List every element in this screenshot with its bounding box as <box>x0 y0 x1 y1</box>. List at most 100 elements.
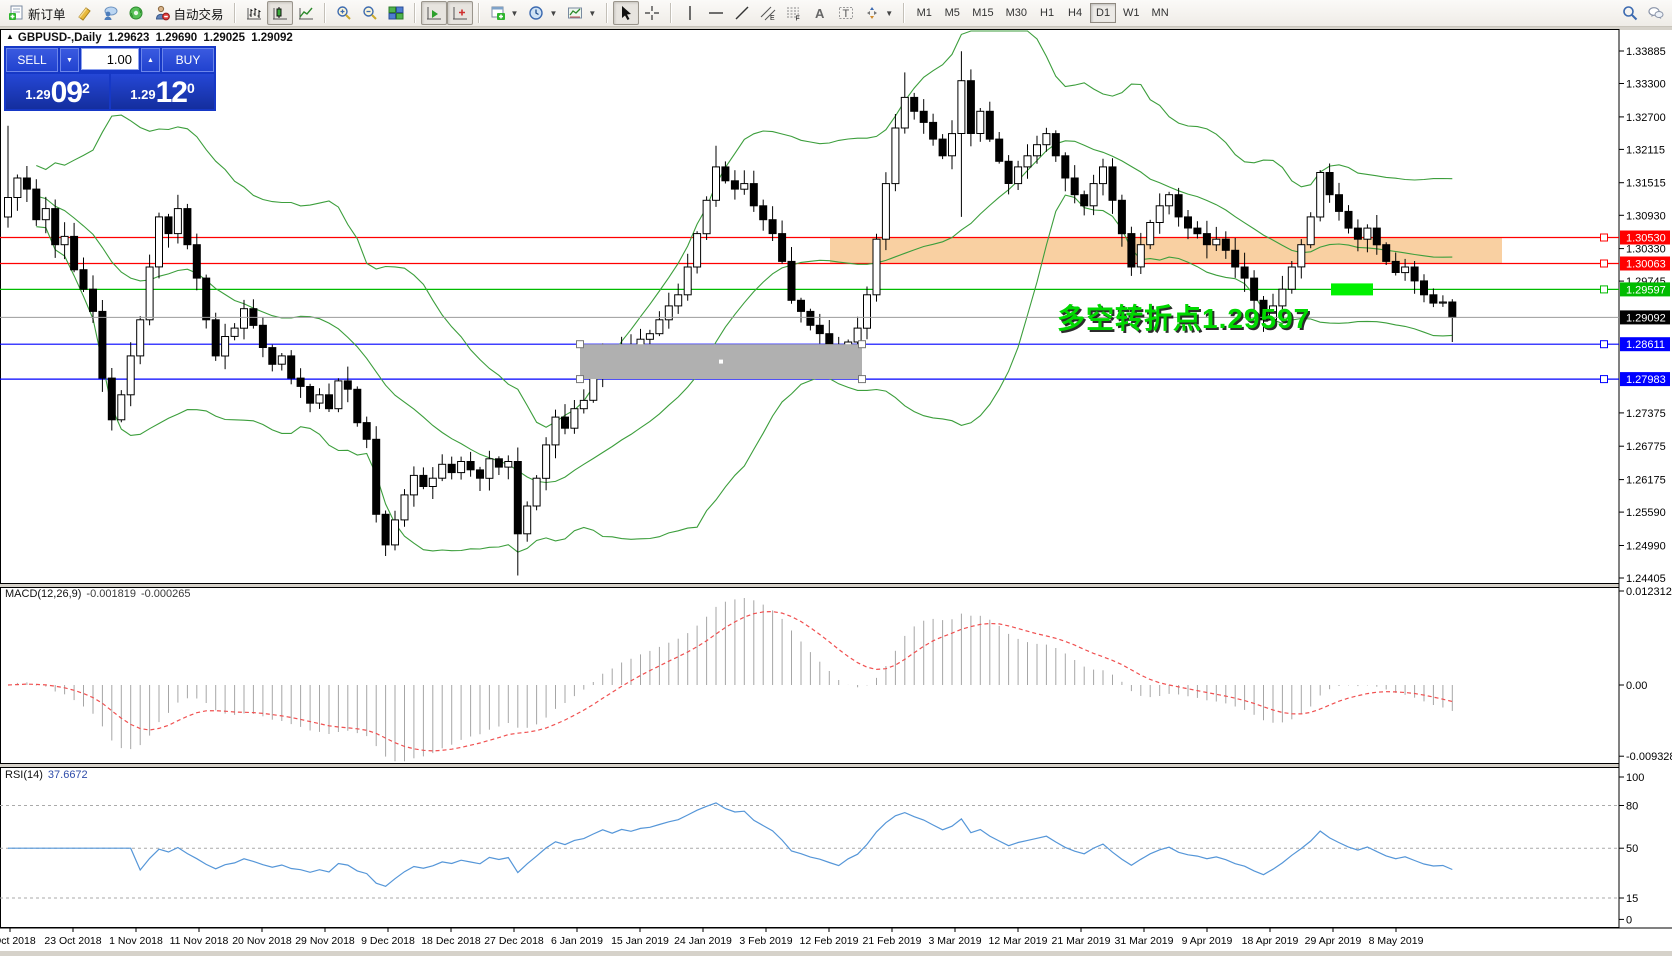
crosshair-button[interactable] <box>639 1 665 25</box>
line-handle[interactable] <box>1600 375 1608 384</box>
dropdown-caret: ▼ <box>588 8 597 18</box>
trendline-icon <box>735 6 749 20</box>
gold-document-button[interactable] <box>71 1 97 25</box>
timeframe-d1[interactable]: D1 <box>1090 3 1117 23</box>
fibonacci-button[interactable]: F <box>781 1 807 25</box>
candlestick-chart-button[interactable] <box>266 1 293 25</box>
toolbar: 新订单 自动交易 <box>0 0 1672 27</box>
clock-dropdown[interactable]: ▼ <box>523 1 562 25</box>
selection-handle[interactable] <box>576 375 584 384</box>
autoscroll-icon <box>426 7 441 20</box>
cursor-button[interactable] <box>613 1 640 25</box>
autotrading-button[interactable]: 自动交易 <box>149 1 229 25</box>
svg-text:8 May 2019: 8 May 2019 <box>1369 935 1424 947</box>
chat-icon <box>1648 7 1664 19</box>
svg-text:1.27375: 1.27375 <box>1626 408 1666 420</box>
chart-shift-button[interactable] <box>446 1 473 25</box>
timeframe-mn[interactable]: MN <box>1147 3 1174 23</box>
new-chart-dropdown[interactable]: ▼ <box>485 1 524 25</box>
svg-text:1.33885: 1.33885 <box>1626 46 1666 58</box>
selection-handle[interactable] <box>576 340 584 349</box>
bar-chart-button[interactable] <box>241 1 267 25</box>
zoom-in-icon <box>336 6 351 20</box>
new-order-label: 新订单 <box>28 7 66 22</box>
indicators-dropdown[interactable]: ▼ <box>562 1 601 25</box>
volume-increase-button[interactable]: ▲ <box>141 48 160 72</box>
svg-text:1.30330: 1.30330 <box>1626 244 1666 256</box>
horizontal-line-button[interactable] <box>703 1 729 25</box>
selection-center-handle[interactable] <box>719 359 723 364</box>
rsi-pane <box>0 767 1620 928</box>
timeframe-m30[interactable]: M30 <box>1001 3 1032 23</box>
timeframe-group: M1 M5 M15 M30 H1 H4 D1 W1 MN <box>907 1 1177 25</box>
sell-button[interactable]: SELL <box>6 48 58 72</box>
horizontal-levels <box>0 233 1619 384</box>
selection-handle[interactable] <box>858 375 866 384</box>
line-handle[interactable] <box>1600 285 1608 294</box>
svg-text:31 Mar 2019: 31 Mar 2019 <box>1115 935 1174 947</box>
price-axis-strip <box>1619 30 1672 928</box>
trendline-button[interactable] <box>729 1 755 25</box>
zoom-out-button[interactable] <box>357 1 383 25</box>
svg-text:4 Oct 2018: 4 Oct 2018 <box>0 935 36 947</box>
timeframe-h4[interactable]: H4 <box>1062 3 1088 23</box>
text-button[interactable]: A <box>807 1 833 25</box>
line-chart-button[interactable] <box>293 1 319 25</box>
support-line-lower-price-tag[interactable]: 1.27983 <box>1620 372 1670 387</box>
search-icon <box>1623 6 1638 21</box>
resistance-line-upper-price-tag[interactable]: 1.30530 <box>1620 230 1670 245</box>
supply-zone-rectangle[interactable] <box>830 237 1502 264</box>
date-axis: 4 Oct 2018 23 Oct 2018 1 Nov 2018 11 Nov 20… <box>0 928 1424 947</box>
new-order-button[interactable]: 新订单 <box>3 1 71 25</box>
low-value: 1.29025 <box>203 32 245 44</box>
channel-button[interactable]: E <box>755 1 781 25</box>
timeframe-h1[interactable]: H1 <box>1034 3 1060 23</box>
vertical-line-button[interactable] <box>677 1 703 25</box>
timeframe-m5[interactable]: M5 <box>939 3 965 23</box>
tile-windows-icon <box>388 6 404 20</box>
line-handle[interactable] <box>1600 340 1608 349</box>
autotrading-icon <box>155 5 170 21</box>
volume-decrease-button[interactable]: ▼ <box>60 48 79 72</box>
timeframe-m15[interactable]: M15 <box>967 3 998 23</box>
collapse-triangle-icon[interactable]: ▲ <box>6 32 14 41</box>
svg-text:3 Feb 2019: 3 Feb 2019 <box>739 935 792 947</box>
indicators-icon <box>568 7 583 19</box>
selection-handle[interactable] <box>858 340 866 349</box>
line-handle[interactable] <box>1600 233 1608 242</box>
green-highlight-box[interactable] <box>1331 283 1373 296</box>
search-button[interactable] <box>1617 1 1643 25</box>
resistance-line-lower-price-tag[interactable]: 1.30063 <box>1620 256 1670 271</box>
line-handle[interactable] <box>1600 259 1608 268</box>
svg-text:1.24990: 1.24990 <box>1626 541 1666 553</box>
buy-button[interactable]: BUY <box>162 48 214 72</box>
svg-text:1.25590: 1.25590 <box>1626 507 1666 519</box>
svg-text:15: 15 <box>1626 893 1638 905</box>
volume-input[interactable] <box>81 48 139 70</box>
signals-button[interactable] <box>123 1 149 25</box>
svg-text:24 Jan 2019: 24 Jan 2019 <box>674 935 732 947</box>
sell-price-display[interactable]: 1.29 09 2 <box>6 74 109 109</box>
autoscroll-button[interactable] <box>420 1 447 25</box>
support-line-upper-price-tag[interactable]: 1.28611 <box>1620 337 1670 352</box>
text-icon: A <box>815 6 825 21</box>
svg-text:1.28611: 1.28611 <box>1626 339 1665 351</box>
buy-price-display[interactable]: 1.29 12 0 <box>111 74 214 109</box>
tile-windows-button[interactable] <box>383 1 409 25</box>
pivot-annotation-text[interactable]: 多空转折点1.29597 <box>1057 303 1311 334</box>
price-axis: 1.33885 1.33300 1.32700 1.32115 1.31515 1.309… <box>1619 46 1666 585</box>
timeframe-m1[interactable]: M1 <box>911 3 937 23</box>
arrows-dropdown[interactable]: ▼ <box>859 1 898 25</box>
chat-button[interactable] <box>1643 1 1669 25</box>
current-price-tag[interactable]: 1.29092 <box>1620 310 1670 325</box>
community-button[interactable] <box>97 1 123 25</box>
pivot-line-green-price-tag[interactable]: 1.29597 <box>1620 282 1670 297</box>
svg-text:20 Nov 2018: 20 Nov 2018 <box>232 935 292 947</box>
svg-text:0: 0 <box>1626 914 1632 926</box>
timeframe-w1[interactable]: W1 <box>1118 3 1145 23</box>
zoom-in-button[interactable] <box>331 1 357 25</box>
macd-histogram <box>16 598 1453 762</box>
svg-text:0.00: 0.00 <box>1626 680 1647 692</box>
text-label-button[interactable]: T <box>833 1 859 25</box>
